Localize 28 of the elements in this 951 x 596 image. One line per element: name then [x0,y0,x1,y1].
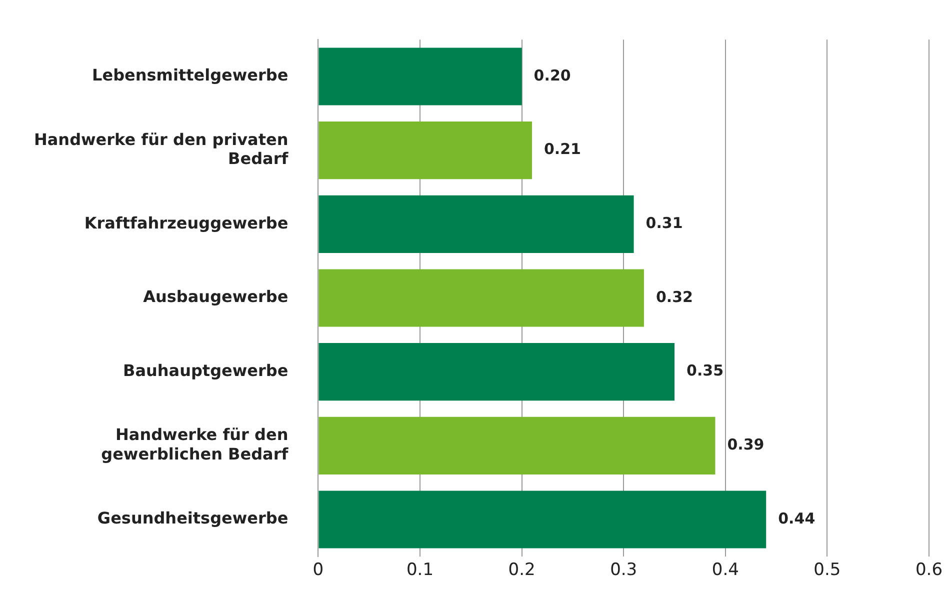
y-tick-label: Handwerke für den gewerblichen Bedarf [101,425,290,464]
bar [318,416,716,474]
x-tick-label: 0.3 [610,560,638,580]
bar [318,490,766,548]
x-tick-label: 0 [312,560,324,580]
data-label: 0.39 [727,436,764,454]
y-tick-label: Kraftfahrzeuggewerbe [84,213,288,232]
bar [318,269,644,327]
bar [318,343,675,401]
x-tick-label: 0.1 [406,560,434,580]
data-label: 0.32 [656,288,693,306]
bar [318,195,634,253]
y-tick-label: Ausbaugewerbe [143,287,288,306]
y-tick-label: Bauhauptgewerbe [123,360,288,380]
y-tick-label: Lebensmittelgewerbe [92,66,288,85]
y-tick-label: Handwerke für den privaten Bedarf [34,130,290,168]
x-tick-label: 0.6 [915,560,943,580]
x-tick-label: 0.4 [712,560,739,580]
y-tick-label: Gesundheitsgewerbe [97,508,288,528]
bar [318,122,532,180]
data-label: 0.44 [778,509,816,528]
x-tick-label: 0.2 [508,560,536,580]
bar [318,48,522,106]
data-label: 0.35 [686,362,724,380]
x-tick-label: 0.5 [814,560,841,580]
data-label: 0.31 [646,214,683,232]
data-label: 0.21 [544,140,582,158]
data-label: 0.20 [534,66,571,84]
